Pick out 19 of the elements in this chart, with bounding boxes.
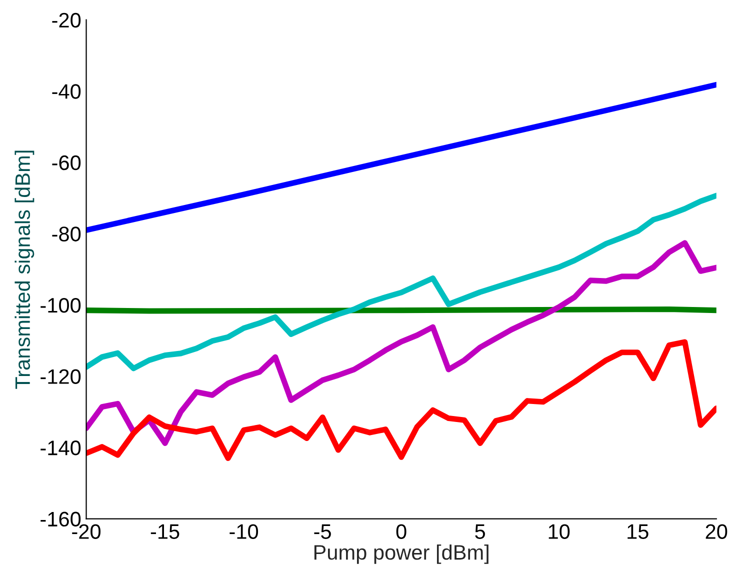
x-tick-label: 5 (475, 524, 486, 539)
x-axis-title: Pump power [dBm] (314, 544, 488, 564)
y-tick-label: -140 (40, 440, 81, 456)
x-tick-label: 20 (706, 524, 728, 539)
y-axis-title: Transmitted signals [dBm] (14, 150, 34, 389)
x-tick-label: -20 (72, 524, 100, 539)
y-tick-label: -80 (52, 226, 81, 242)
y-tick-label: -20 (52, 12, 81, 28)
y-tick-label: -100 (40, 298, 81, 313)
x-tick-label: 15 (628, 524, 648, 539)
y-tick-label: -40 (52, 84, 81, 99)
y-tick-label: -160 (40, 512, 81, 527)
x-tick-label: -15 (150, 524, 180, 539)
x-tick-label: -10 (230, 524, 258, 539)
x-tick-label: 10 (548, 524, 570, 539)
x-tick-label: 0 (396, 524, 406, 539)
x-tick-label: -5 (314, 524, 331, 539)
y-tick-label: -120 (40, 369, 81, 384)
y-tick-label: -60 (52, 155, 81, 170)
